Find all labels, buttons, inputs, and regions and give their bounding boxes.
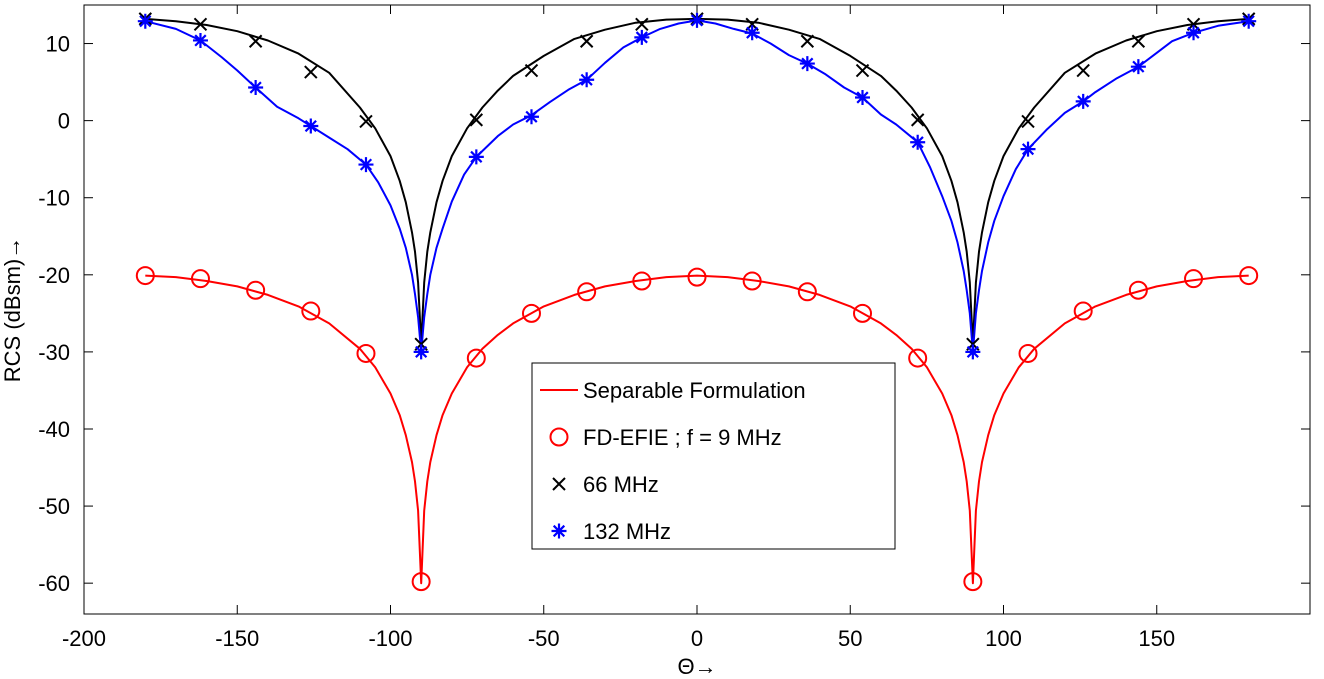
data-point-star [303, 118, 319, 134]
legend-item: Separable Formulation [540, 378, 806, 403]
data-point-star [358, 157, 374, 173]
data-point-x [1131, 34, 1146, 48]
data-point-x [635, 17, 649, 31]
legend-marker-x [552, 477, 566, 491]
data-point-x [524, 63, 539, 78]
data-point-circle [1018, 343, 1038, 363]
data-point-x [1021, 114, 1035, 129]
data-point-x [359, 114, 373, 129]
data-point-star [634, 29, 650, 45]
data-point-circle [135, 266, 155, 286]
data-point-x [910, 113, 925, 127]
data-point-star [744, 25, 760, 41]
data-point-circle [411, 572, 431, 592]
data-point-circle [246, 280, 266, 300]
x-tick-label: 150 [1138, 626, 1175, 651]
data-point-star [855, 90, 871, 106]
data-point-star [248, 79, 264, 95]
data-point-x [193, 17, 208, 31]
y-tick-label: 0 [58, 109, 70, 134]
data-point-star [523, 109, 539, 125]
legend-item: 66 MHz [552, 472, 659, 497]
data-point-star [579, 72, 595, 88]
y-axis-title: RCS (dBsm)→ [0, 237, 25, 382]
data-point-circle [466, 348, 486, 368]
data-point-circle [742, 271, 762, 291]
data-point-circle [577, 282, 597, 302]
x-tick-label: -100 [368, 626, 412, 651]
data-point-circle [521, 303, 541, 323]
x-tick-label: 50 [838, 626, 862, 651]
data-point-circle [1128, 280, 1148, 300]
legend-label: Separable Formulation [583, 378, 806, 403]
data-point-circle [1239, 266, 1259, 286]
series-markers [135, 12, 1259, 592]
legend-label: 66 MHz [583, 472, 659, 497]
data-point-circle [963, 572, 983, 592]
data-point-circle [1184, 269, 1204, 289]
x-tick-label: -150 [215, 626, 259, 651]
series-line [145, 274, 1249, 585]
data-point-x [855, 63, 870, 78]
data-point-circle [797, 282, 817, 302]
data-point-star [1075, 93, 1091, 109]
data-point-circle [1073, 301, 1093, 321]
data-point-star [689, 12, 705, 28]
data-point-star [799, 56, 815, 72]
legend-label: 132 MHz [583, 519, 671, 544]
y-tick-label: -20 [38, 263, 70, 288]
y-tick-label: -30 [38, 340, 70, 365]
data-point-star [910, 134, 926, 150]
y-tick-label: -10 [38, 186, 70, 211]
data-point-circle [908, 348, 928, 368]
data-point-star [1020, 141, 1036, 157]
y-tick-label: -60 [38, 571, 70, 596]
data-point-x [579, 34, 594, 48]
data-point-x [469, 113, 484, 127]
x-tick-label: 100 [985, 626, 1022, 651]
legend: Separable Formulation FD-EFIE ; f = 9 MHz… [531, 362, 896, 550]
data-point-circle [356, 343, 376, 363]
data-point-x [304, 65, 318, 79]
x-tick-label: -200 [62, 626, 106, 651]
legend-marker-circle [549, 427, 569, 447]
y-tick-label: -50 [38, 494, 70, 519]
data-point-circle [301, 301, 321, 321]
legend-box [531, 362, 896, 550]
data-point-circle [853, 303, 873, 323]
data-point-star [1186, 25, 1202, 41]
data-point-star [468, 149, 484, 165]
legend-item: 132 MHz [551, 519, 671, 544]
data-point-circle [687, 267, 707, 287]
data-point-x [800, 34, 815, 48]
legend-label: FD-EFIE ; f = 9 MHz [583, 425, 782, 450]
x-tick-label: 0 [691, 626, 703, 651]
data-point-x [248, 34, 263, 48]
data-point-star [137, 13, 153, 29]
data-point-star [965, 344, 981, 360]
data-point-star [413, 344, 429, 360]
legend-marker-star [551, 523, 567, 539]
x-axis-title: Θ→ [677, 654, 716, 679]
data-point-circle [632, 271, 652, 291]
x-tick-label: -50 [528, 626, 560, 651]
y-tick-label: -40 [38, 417, 70, 442]
data-point-star [192, 32, 208, 48]
data-point-star [1130, 59, 1146, 75]
legend-item: FD-EFIE ; f = 9 MHz [549, 425, 782, 450]
data-point-x [1076, 63, 1090, 78]
axis-ticks: -200 -150 -100 -50 0 50 100 150100-10-20-30-40-… [38, 5, 1310, 651]
data-point-star [1241, 13, 1257, 29]
y-tick-label: 10 [46, 32, 70, 57]
data-point-circle [190, 269, 210, 289]
